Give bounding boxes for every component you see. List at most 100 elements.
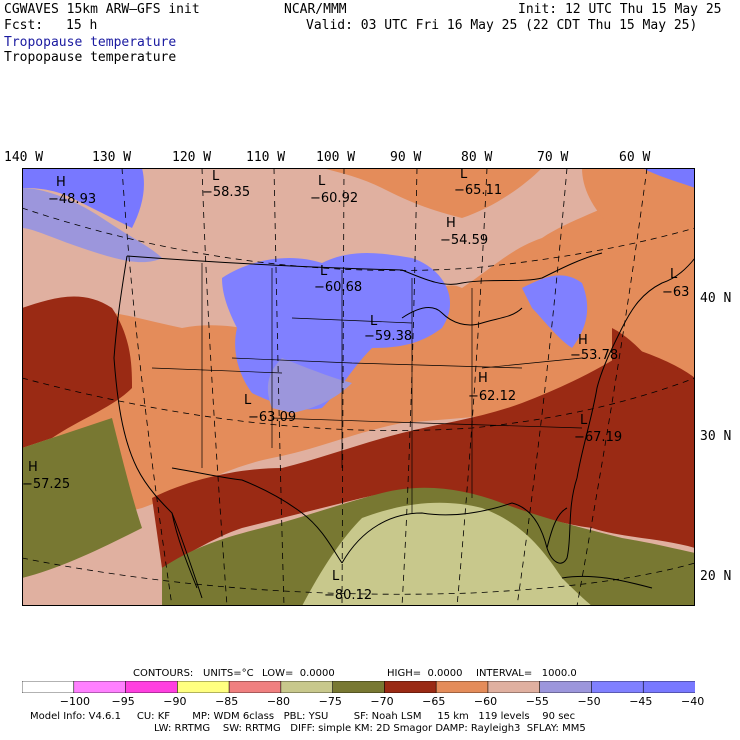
lon-label-130w: 130 W: [92, 150, 132, 165]
baja: [171, 512, 198, 589]
legend-label-7: −65: [422, 695, 446, 708]
shade-darkred-south: [152, 348, 695, 568]
map-marker-4: L: [460, 168, 468, 182]
lon-label-70w: 70 W: [537, 150, 569, 165]
legend-swatch-8: [435, 681, 489, 693]
shade-blue-northeast: [522, 275, 588, 348]
lon-line-130w: [121, 168, 173, 606]
lat-line-20n: [22, 557, 695, 595]
contours-label: CONTOURS:: [133, 668, 194, 679]
shade-lightolive-gulf: [302, 502, 592, 606]
legend-label-0: −100: [59, 695, 90, 708]
legend-label-4: −80: [266, 695, 291, 708]
map-marker-3: L: [318, 174, 326, 189]
legend-label-9: −55: [525, 695, 549, 708]
contours-units: UNITS=°C: [203, 668, 254, 679]
legend-swatch-9: [487, 681, 541, 693]
lon-label-120w: 120 W: [172, 150, 212, 165]
mexico-border: [171, 467, 343, 564]
legend-swatch-5: [280, 681, 334, 693]
init-time: Init: 12 UTC Thu 15 May 25: [518, 2, 722, 17]
map-value-12: −80.12: [324, 588, 372, 603]
org-label: NCAR/MMM: [284, 2, 347, 17]
lon-label-60w: 60 W: [619, 150, 651, 165]
map-marker-5: H: [446, 216, 456, 231]
legend-swatch-7: [384, 681, 437, 693]
shade-purple-greatlakes: [267, 358, 352, 413]
map-marker-1: H: [56, 175, 66, 190]
map-value-13: −63: [662, 285, 689, 300]
legend-swatch-11: [591, 681, 645, 693]
map-value-7: −59.38: [364, 329, 412, 344]
shade-darkred-band: [22, 296, 132, 448]
map-marker-13: L: [670, 267, 678, 282]
lon-line-90w: [401, 168, 418, 606]
west-coast: [113, 255, 203, 599]
lon-line-100w: [341, 168, 345, 606]
legend-swatch-6: [332, 681, 386, 693]
legend-swatch-2: [125, 681, 179, 693]
legend-label-2: −90: [163, 695, 187, 708]
map-value-11: −57.25: [22, 477, 70, 492]
lat-label-20n: 20 N: [700, 569, 732, 584]
legend-label-11: −45: [629, 695, 653, 708]
valid-time: Valid: 03 UTC Fri 16 May 25 (22 CDT Thu …: [306, 18, 698, 33]
lon-line-70w: [516, 168, 568, 606]
contours-high: HIGH= 0.0000: [387, 668, 463, 679]
cuba: [561, 575, 653, 589]
lon-label-90w: 90 W: [390, 150, 422, 165]
map-value-6: −60.68: [314, 280, 362, 295]
map-marker-14: H: [478, 371, 488, 386]
field-title-primary: Tropopause temperature: [4, 35, 177, 50]
model-info-line: Model Info: V4.6.1 CU: KF MP: WDM 6class…: [30, 711, 576, 722]
physics-info-line: LW: RRTMG SW: RRTMG DIFF: simple KM: 2D …: [154, 723, 586, 734]
lon-line-60w: [576, 168, 648, 606]
lon-line-80w: [456, 168, 488, 606]
contours-low: LOW= 0.0000: [262, 668, 335, 679]
legend-swatch-0: [22, 681, 75, 693]
legend-swatch-12: [642, 681, 695, 693]
map-value-2: −58.35: [202, 185, 250, 200]
color-legend: [22, 681, 695, 693]
map-value-4: −65.11: [454, 183, 502, 198]
tropopause-temperature-map: H −48.93 L −58.35 L −60.92 L −65.11 H −5…: [22, 168, 695, 606]
shade-olive-west: [22, 418, 142, 578]
map-value-5: −54.59: [440, 233, 488, 248]
contours-interval: INTERVAL= 1000.0: [476, 668, 577, 679]
lat-label-40n: 40 N: [700, 291, 732, 306]
legend-label-6: −70: [370, 695, 394, 708]
map-value-1: −48.93: [48, 192, 96, 207]
field-title-secondary: Tropopause temperature: [4, 50, 177, 65]
lat-label-30n: 30 N: [700, 429, 732, 444]
map-value-10: −67.19: [574, 430, 622, 445]
florida: [546, 507, 568, 549]
shade-blue-corner: [642, 168, 695, 188]
shade-purple-northwest: [22, 188, 162, 263]
map-marker-9: L: [244, 393, 252, 408]
map-value-9: −63.09: [248, 410, 296, 425]
model-title: CGWAVES 15km ARW–GFS init: [4, 2, 200, 17]
legend-label-10: −50: [577, 695, 601, 708]
gulf-coast: [341, 477, 578, 564]
forecast-hour: 15 h: [66, 18, 98, 33]
map-marker-7: L: [370, 314, 378, 329]
legend-label-5: −75: [318, 695, 342, 708]
map-marker-2: L: [212, 169, 220, 184]
map-marker-10: L: [580, 413, 588, 428]
lon-line-120w: [201, 168, 228, 606]
legend-swatch-3: [177, 681, 230, 693]
legend-swatch-4: [228, 681, 282, 693]
shade-blue-north: [22, 168, 144, 228]
map-marker-8: H: [578, 333, 588, 348]
map-value-14: −62.12: [468, 389, 516, 404]
forecast-label: Fcst:: [4, 18, 44, 33]
great-lakes: [401, 307, 523, 326]
shade-darkred-atlantic: [612, 328, 672, 402]
legend-label-8: −60: [473, 695, 498, 708]
map-marker-6: L: [320, 264, 328, 279]
map-value-8: −53.78: [570, 348, 618, 363]
legend-swatch-1: [73, 681, 127, 693]
state-lines: [151, 263, 583, 513]
east-coast: [576, 257, 695, 479]
map-marker-11: H: [28, 460, 38, 475]
